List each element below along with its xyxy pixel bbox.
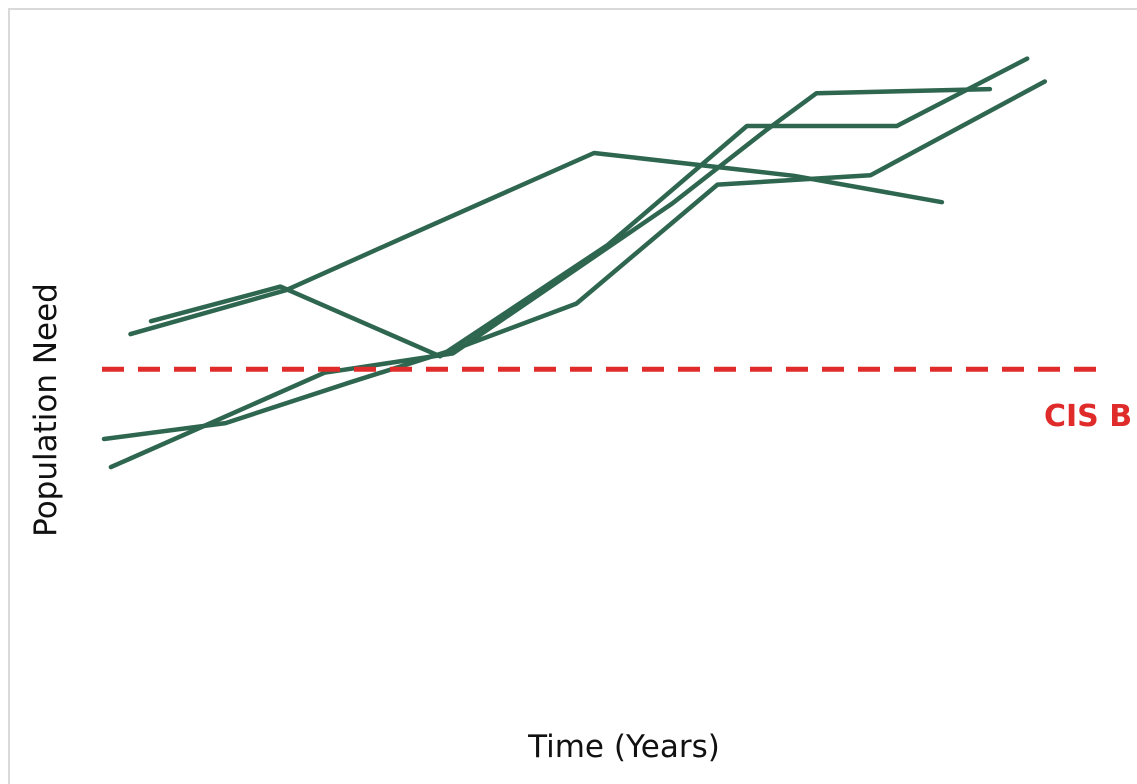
x-axis-label: Time (Years) bbox=[527, 729, 720, 765]
series-line-4 bbox=[108, 86, 993, 470]
reference-line-label: CIS B bbox=[1044, 399, 1132, 434]
series-group bbox=[101, 56, 1048, 470]
line-chart: CIS B Time (Years) Population Need bbox=[28, 56, 1132, 765]
series-line-2 bbox=[148, 56, 1030, 359]
chart-frame: CIS B Time (Years) Population Need bbox=[8, 8, 1137, 784]
y-axis-label: Population Need bbox=[28, 283, 64, 537]
series-line-3 bbox=[101, 79, 1048, 442]
